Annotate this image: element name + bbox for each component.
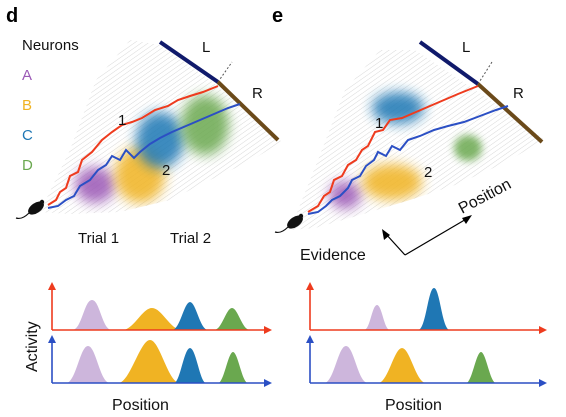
- peak-neuron-c: [418, 288, 450, 330]
- trial-2-trajectory-d: [47, 103, 241, 209]
- neuron-legend-title: Neurons: [22, 37, 79, 54]
- left-arm-e: [418, 40, 480, 86]
- peak-neuron-b: [122, 308, 182, 330]
- left-arm-label-d: L: [202, 39, 210, 56]
- peak-neuron-c: [174, 348, 206, 383]
- evidence-position-axes: [382, 215, 472, 256]
- neuron-a-label: A: [22, 67, 32, 84]
- panel-d-letter: d: [6, 5, 18, 27]
- panel-d: d Neurons A B C D L R 1 2: [6, 5, 282, 247]
- position-axis-label-e: Position: [456, 176, 514, 218]
- activity-plot-right-trial-1: [306, 282, 547, 334]
- panel-e-letter: e: [272, 5, 283, 27]
- peak-neuron-b: [118, 340, 180, 383]
- arm-junction-dash-e: [477, 61, 493, 85]
- peak-neuron-b: [378, 348, 426, 383]
- neuron-c-label: C: [22, 127, 33, 144]
- peak-neuron-d: [466, 352, 496, 383]
- neuron-c-blob-e: [372, 92, 424, 124]
- activity-axis-label: Activity: [24, 321, 41, 372]
- neuron-activity-blobs-d: [75, 95, 229, 203]
- trial-2-marker-e: 2: [424, 164, 432, 181]
- mouse-icon-e: [274, 213, 304, 234]
- neuron-b-label: B: [22, 97, 32, 114]
- peak-neuron-d: [214, 308, 250, 330]
- activity-plot-left-trial-2: [48, 335, 272, 387]
- position-axis-label-right: Position: [385, 397, 442, 414]
- trial-1-marker-d: 1: [118, 112, 126, 129]
- trial-2-marker-d: 2: [162, 162, 170, 179]
- trial-1-legend-label: Trial 1: [78, 230, 119, 247]
- peak-neuron-a: [324, 346, 368, 383]
- trial-1-trajectory-d: [47, 85, 219, 206]
- neuron-a-blob: [75, 167, 115, 203]
- neuron-a-blob-e: [329, 181, 361, 209]
- right-arm-label-e: R: [513, 85, 524, 102]
- trial-2-legend-label: Trial 2: [170, 230, 211, 247]
- neuron-d-blob: [181, 95, 229, 155]
- left-arm-label-e: L: [462, 39, 470, 56]
- peak-neuron-a: [66, 346, 110, 383]
- neuron-d-label: D: [22, 157, 33, 174]
- peak-neuron-a: [364, 305, 390, 330]
- arm-junction-dash-d: [217, 61, 233, 83]
- right-arm-d: [216, 80, 280, 142]
- activity-plot-left-trial-1: [48, 282, 272, 334]
- trial-1-trajectory-e: [307, 85, 479, 213]
- evidence-axis-label-e: Evidence: [300, 247, 366, 264]
- peak-neuron-d: [218, 352, 248, 383]
- activity-plot-right-trial-2: [306, 335, 547, 387]
- position-axis-label-left: Position: [112, 397, 169, 414]
- panel-e: e L R 1 2 Position Evidence: [272, 5, 545, 264]
- neuron-activity-blobs-e: [329, 92, 482, 209]
- trial-1-marker-e: 1: [375, 115, 383, 132]
- neuron-c-blob: [136, 112, 184, 168]
- mouse-icon: [15, 199, 45, 220]
- activity-plots: Activity Position: [24, 282, 547, 414]
- right-arm-e: [476, 82, 544, 144]
- trial-2-trajectory-e: [307, 105, 509, 215]
- peak-neuron-a: [72, 300, 112, 330]
- left-arm-d: [158, 40, 220, 84]
- right-arm-label-d: R: [252, 85, 263, 102]
- peak-neuron-c: [172, 302, 208, 330]
- neuron-d-blob-e: [454, 135, 482, 161]
- neuron-b-blob-e: [362, 164, 422, 200]
